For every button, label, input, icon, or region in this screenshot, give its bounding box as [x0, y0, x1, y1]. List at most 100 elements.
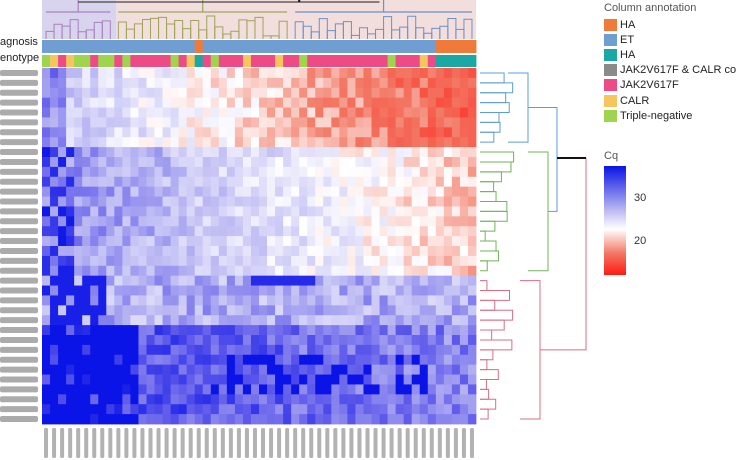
heatmap-cell — [98, 344, 107, 356]
row-dendrogram-branch — [480, 299, 496, 311]
heatmap-cell — [339, 157, 348, 168]
heatmap-cell — [234, 275, 244, 286]
heatmap-cell — [234, 157, 244, 168]
heatmap-cell — [371, 166, 380, 178]
heatmap-cell — [451, 335, 461, 346]
heatmap-cell — [427, 87, 437, 99]
heatmap-cell — [250, 157, 260, 168]
heatmap-cell — [355, 246, 364, 257]
heatmap-cell — [395, 216, 405, 227]
heatmap-cell — [90, 394, 99, 405]
heatmap-cell — [299, 236, 308, 247]
heatmap-cell — [283, 275, 292, 286]
heatmap-cell — [90, 147, 99, 158]
heatmap-cell — [42, 137, 51, 148]
heatmap-cell — [467, 255, 477, 267]
heatmap-cell — [403, 275, 413, 286]
heatmap-cell — [178, 255, 188, 267]
heatmap-cell — [162, 315, 171, 326]
heatmap-cell — [395, 236, 405, 247]
heatmap-cell — [58, 157, 67, 168]
heatmap-cell — [82, 354, 91, 366]
heatmap-cell — [347, 77, 356, 89]
heatmap-cell — [467, 107, 477, 118]
heatmap-cell — [66, 186, 75, 197]
heatmap-cell — [451, 236, 461, 247]
heatmap-cell — [411, 295, 421, 306]
heatmap-cell — [355, 226, 364, 237]
column-label — [204, 428, 209, 458]
heatmap-cell — [58, 68, 67, 79]
heatmap-cell — [403, 87, 413, 99]
heatmap-cell — [403, 186, 413, 197]
legend-swatch — [604, 94, 617, 107]
heatmap-cell — [130, 394, 139, 405]
heatmap-cell — [339, 68, 348, 79]
heatmap-cell — [42, 186, 51, 197]
heatmap-cell — [443, 68, 453, 79]
heatmap-cell — [210, 364, 220, 375]
heatmap-cell — [186, 236, 196, 247]
heatmap-cell — [242, 384, 252, 395]
heatmap-cell — [242, 176, 252, 188]
heatmap-cell — [339, 414, 348, 425]
heatmap-cell — [138, 117, 147, 128]
heatmap-cell — [331, 394, 340, 405]
heatmap-cell — [307, 97, 316, 108]
heatmap-cell — [106, 166, 115, 178]
heatmap-cell — [194, 265, 204, 277]
heatmap-cell — [74, 374, 83, 385]
heatmap-cell — [202, 265, 212, 277]
heatmap-cell — [427, 127, 437, 138]
heatmap-cell — [387, 216, 397, 227]
heatmap-cell — [114, 166, 123, 178]
heatmap-cell — [114, 354, 123, 366]
heatmap-cell — [371, 196, 380, 207]
heatmap-cell — [411, 87, 421, 99]
heatmap-cell — [275, 77, 284, 89]
heatmap-cell — [178, 77, 188, 89]
heatmap-cell — [435, 87, 445, 99]
heatmap-cell — [226, 246, 236, 257]
heatmap-cell — [82, 384, 91, 395]
heatmap-cell — [138, 166, 147, 178]
heatmap-cell — [186, 394, 196, 405]
diagnosis-cell — [42, 40, 51, 53]
heatmap-cell — [379, 176, 388, 188]
heatmap-cell — [331, 305, 340, 316]
heatmap-cell — [90, 107, 99, 118]
heatmap-cell — [90, 265, 99, 277]
heatmap-cell — [162, 295, 171, 306]
heatmap-cell — [138, 216, 147, 227]
heatmap-cell — [210, 226, 220, 237]
heatmap-cell — [435, 147, 445, 158]
heatmap-cell — [323, 117, 332, 128]
heatmap-cell — [66, 305, 75, 316]
heatmap-cell — [186, 285, 196, 296]
heatmap-cell — [315, 246, 324, 257]
heatmap-cell — [218, 384, 228, 395]
heatmap-cell — [275, 127, 284, 138]
heatmap-cell — [395, 206, 405, 217]
heatmap-cell — [435, 166, 445, 178]
heatmap-cell — [427, 107, 437, 118]
heatmap-cell — [122, 394, 131, 405]
heatmap-cell — [218, 305, 228, 316]
heatmap-cell — [42, 275, 51, 286]
heatmap-cell — [218, 354, 228, 366]
heatmap-cell — [66, 236, 75, 247]
heatmap-cell — [42, 295, 51, 306]
heatmap-cell — [202, 107, 212, 118]
heatmap-cell — [250, 384, 260, 395]
heatmap-cell — [74, 354, 83, 366]
heatmap-cell — [98, 364, 107, 375]
heatmap-cell — [299, 226, 308, 237]
heatmap-cell — [154, 246, 163, 257]
heatmap-cell — [371, 404, 380, 415]
heatmap-cell — [186, 147, 196, 158]
heatmap-cell — [467, 414, 477, 425]
heatmap-cell — [347, 374, 356, 385]
heatmap-cell — [106, 107, 115, 118]
heatmap-cell — [50, 176, 59, 188]
legend-swatch — [604, 18, 617, 31]
